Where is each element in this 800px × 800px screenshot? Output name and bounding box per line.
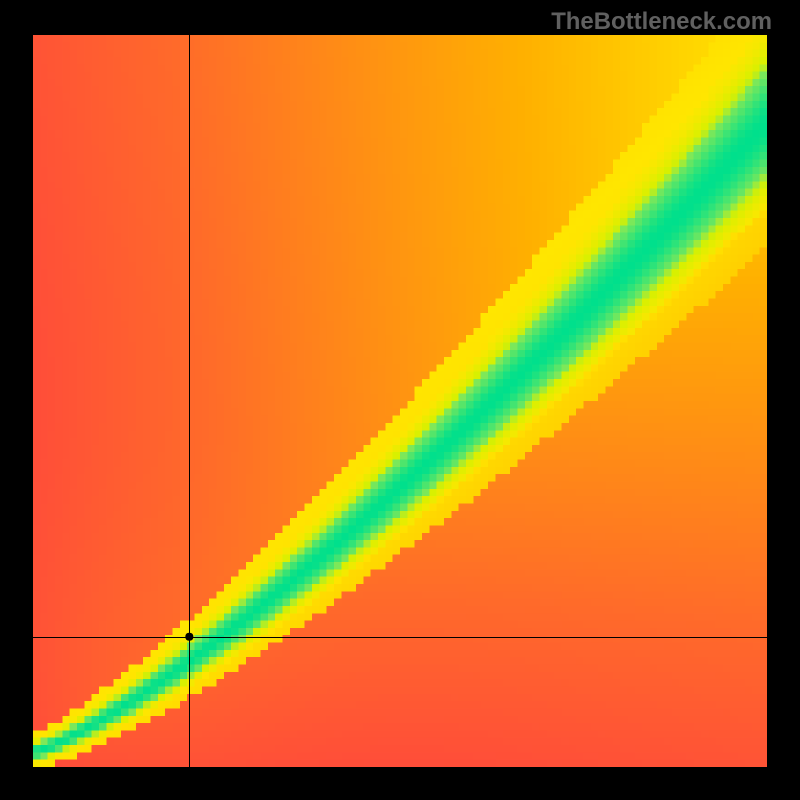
watermark-text: TheBottleneck.com	[551, 8, 772, 36]
crosshair-overlay	[33, 35, 767, 767]
chart-frame: TheBottleneck.com	[0, 0, 800, 800]
